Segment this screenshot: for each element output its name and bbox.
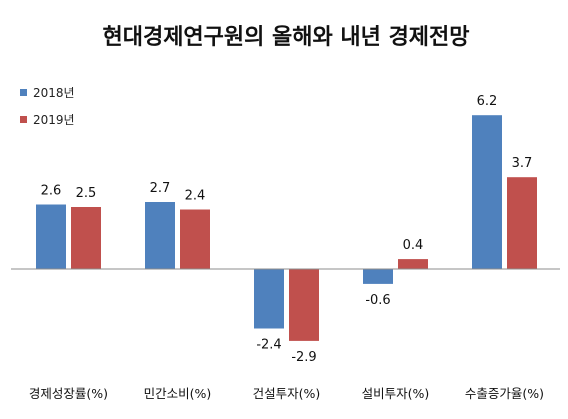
bar-series1-cat2 xyxy=(289,269,319,341)
data-label-series1-cat1: 2.4 xyxy=(185,189,206,204)
bar-series0-cat2 xyxy=(254,269,284,329)
legend-swatch-1 xyxy=(20,116,27,123)
bar-series1-cat4 xyxy=(507,177,537,269)
bar-series0-cat1 xyxy=(145,202,175,269)
data-label-series0-cat3: -0.6 xyxy=(365,293,390,308)
category-labels-group: 경제성장률(%) 민간소비(%) 건설투자(%) 설비투자(%) 수출증가율(%) xyxy=(29,386,544,401)
category-label-3: 설비투자(%) xyxy=(362,386,430,401)
bar-series1-cat1 xyxy=(180,209,210,269)
legend-label-1: 2019년 xyxy=(33,113,75,127)
data-label-series0-cat1: 2.7 xyxy=(150,181,171,196)
data-label-series0-cat2: -2.4 xyxy=(256,338,281,353)
bar-series0-cat3 xyxy=(363,269,393,284)
bar-series-group xyxy=(36,115,537,341)
legend-swatch-0 xyxy=(20,89,27,96)
category-label-4: 수출증가율(%) xyxy=(465,386,544,401)
data-label-series1-cat0: 2.5 xyxy=(76,186,97,201)
bar-series1-cat3 xyxy=(398,259,428,269)
legend: 2018년 2019년 xyxy=(20,86,75,127)
bar-series1-cat0 xyxy=(71,207,101,269)
legend-label-0: 2018년 xyxy=(33,86,75,100)
data-label-series1-cat4: 3.7 xyxy=(512,156,533,171)
chart-title: 현대경제연구원의 올해와 내년 경제전망 xyxy=(102,25,469,50)
data-label-series1-cat3: 0.4 xyxy=(403,238,424,253)
data-label-series0-cat0: 2.6 xyxy=(41,184,62,199)
data-label-series1-cat2: -2.9 xyxy=(291,350,316,365)
data-labels-group: 2.6 2.5 2.7 2.4 -2.4 -2.9 -0.6 0.4 6.2 3.7 xyxy=(41,94,533,365)
bar-series0-cat0 xyxy=(36,204,66,269)
category-label-0: 경제성장률(%) xyxy=(29,386,108,401)
bar-series0-cat4 xyxy=(472,115,502,269)
category-label-2: 건설투자(%) xyxy=(253,386,321,401)
category-label-1: 민간소비(%) xyxy=(144,386,212,401)
data-label-series0-cat4: 6.2 xyxy=(477,94,498,109)
